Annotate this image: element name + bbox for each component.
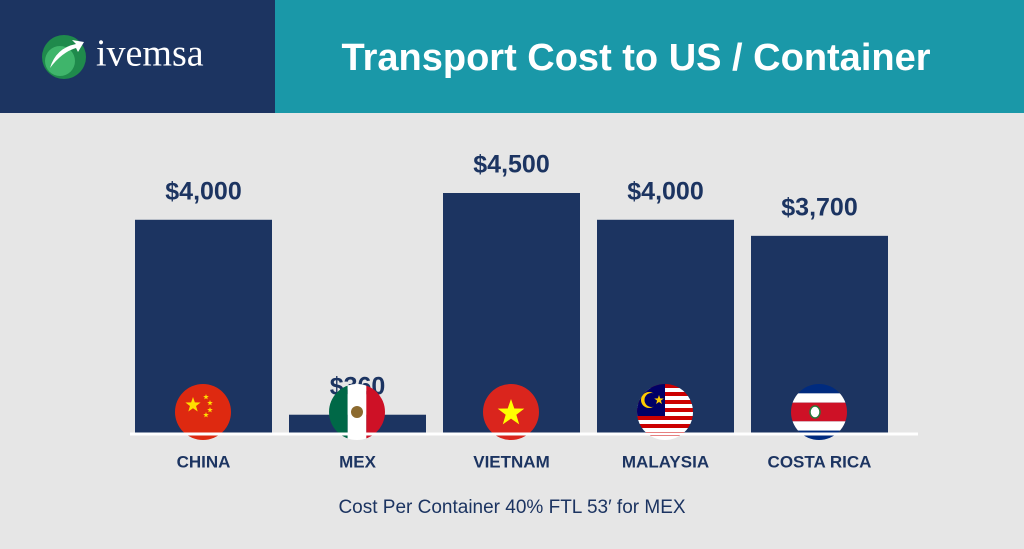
x-tick-label: MEX [339,452,377,471]
flag-stripe [637,428,693,432]
flag-field [329,384,348,440]
x-tick-label: VIETNAM [473,452,550,471]
flag-icon [483,384,539,440]
x-tick-label: CHINA [177,452,231,471]
title-panel [275,0,1024,113]
flag-stripe [637,424,693,428]
flag-icon [791,384,847,440]
flag-star [207,400,213,406]
flag-stripe [791,421,847,431]
value-label: $4,000 [165,177,241,205]
flag-field [175,384,231,440]
flag-field [366,384,385,440]
value-label: $3,700 [781,193,857,221]
flag-star [207,407,213,413]
flag-star [654,395,664,405]
flag-stripe [637,416,693,420]
flag-stripe [637,420,693,424]
flag-crescent [644,393,659,407]
flag-stripe [791,384,847,394]
flag-icon [329,384,385,440]
flag-star [185,397,201,412]
logo-icon [42,35,86,79]
x-tick-label: MALAYSIA [622,452,709,471]
flag-star [203,412,209,418]
flag-emblem [351,406,363,418]
x-tick-label: COSTA RICA [768,452,872,471]
footnote: Cost Per Container 40% FTL 53′ for MEX [338,497,685,518]
flag-icon [637,384,693,440]
value-label: $4,000 [627,177,703,205]
value-label: $4,500 [473,151,549,179]
flag-emblem [809,405,821,419]
flag-stripe [791,393,847,403]
flag-icon [175,384,231,440]
flag-star [203,394,209,400]
chart-title: Transport Cost to US / Container [341,37,930,79]
flag-stripe [637,436,693,440]
flag-star [497,399,525,425]
brand-name: ivemsa [96,33,204,75]
